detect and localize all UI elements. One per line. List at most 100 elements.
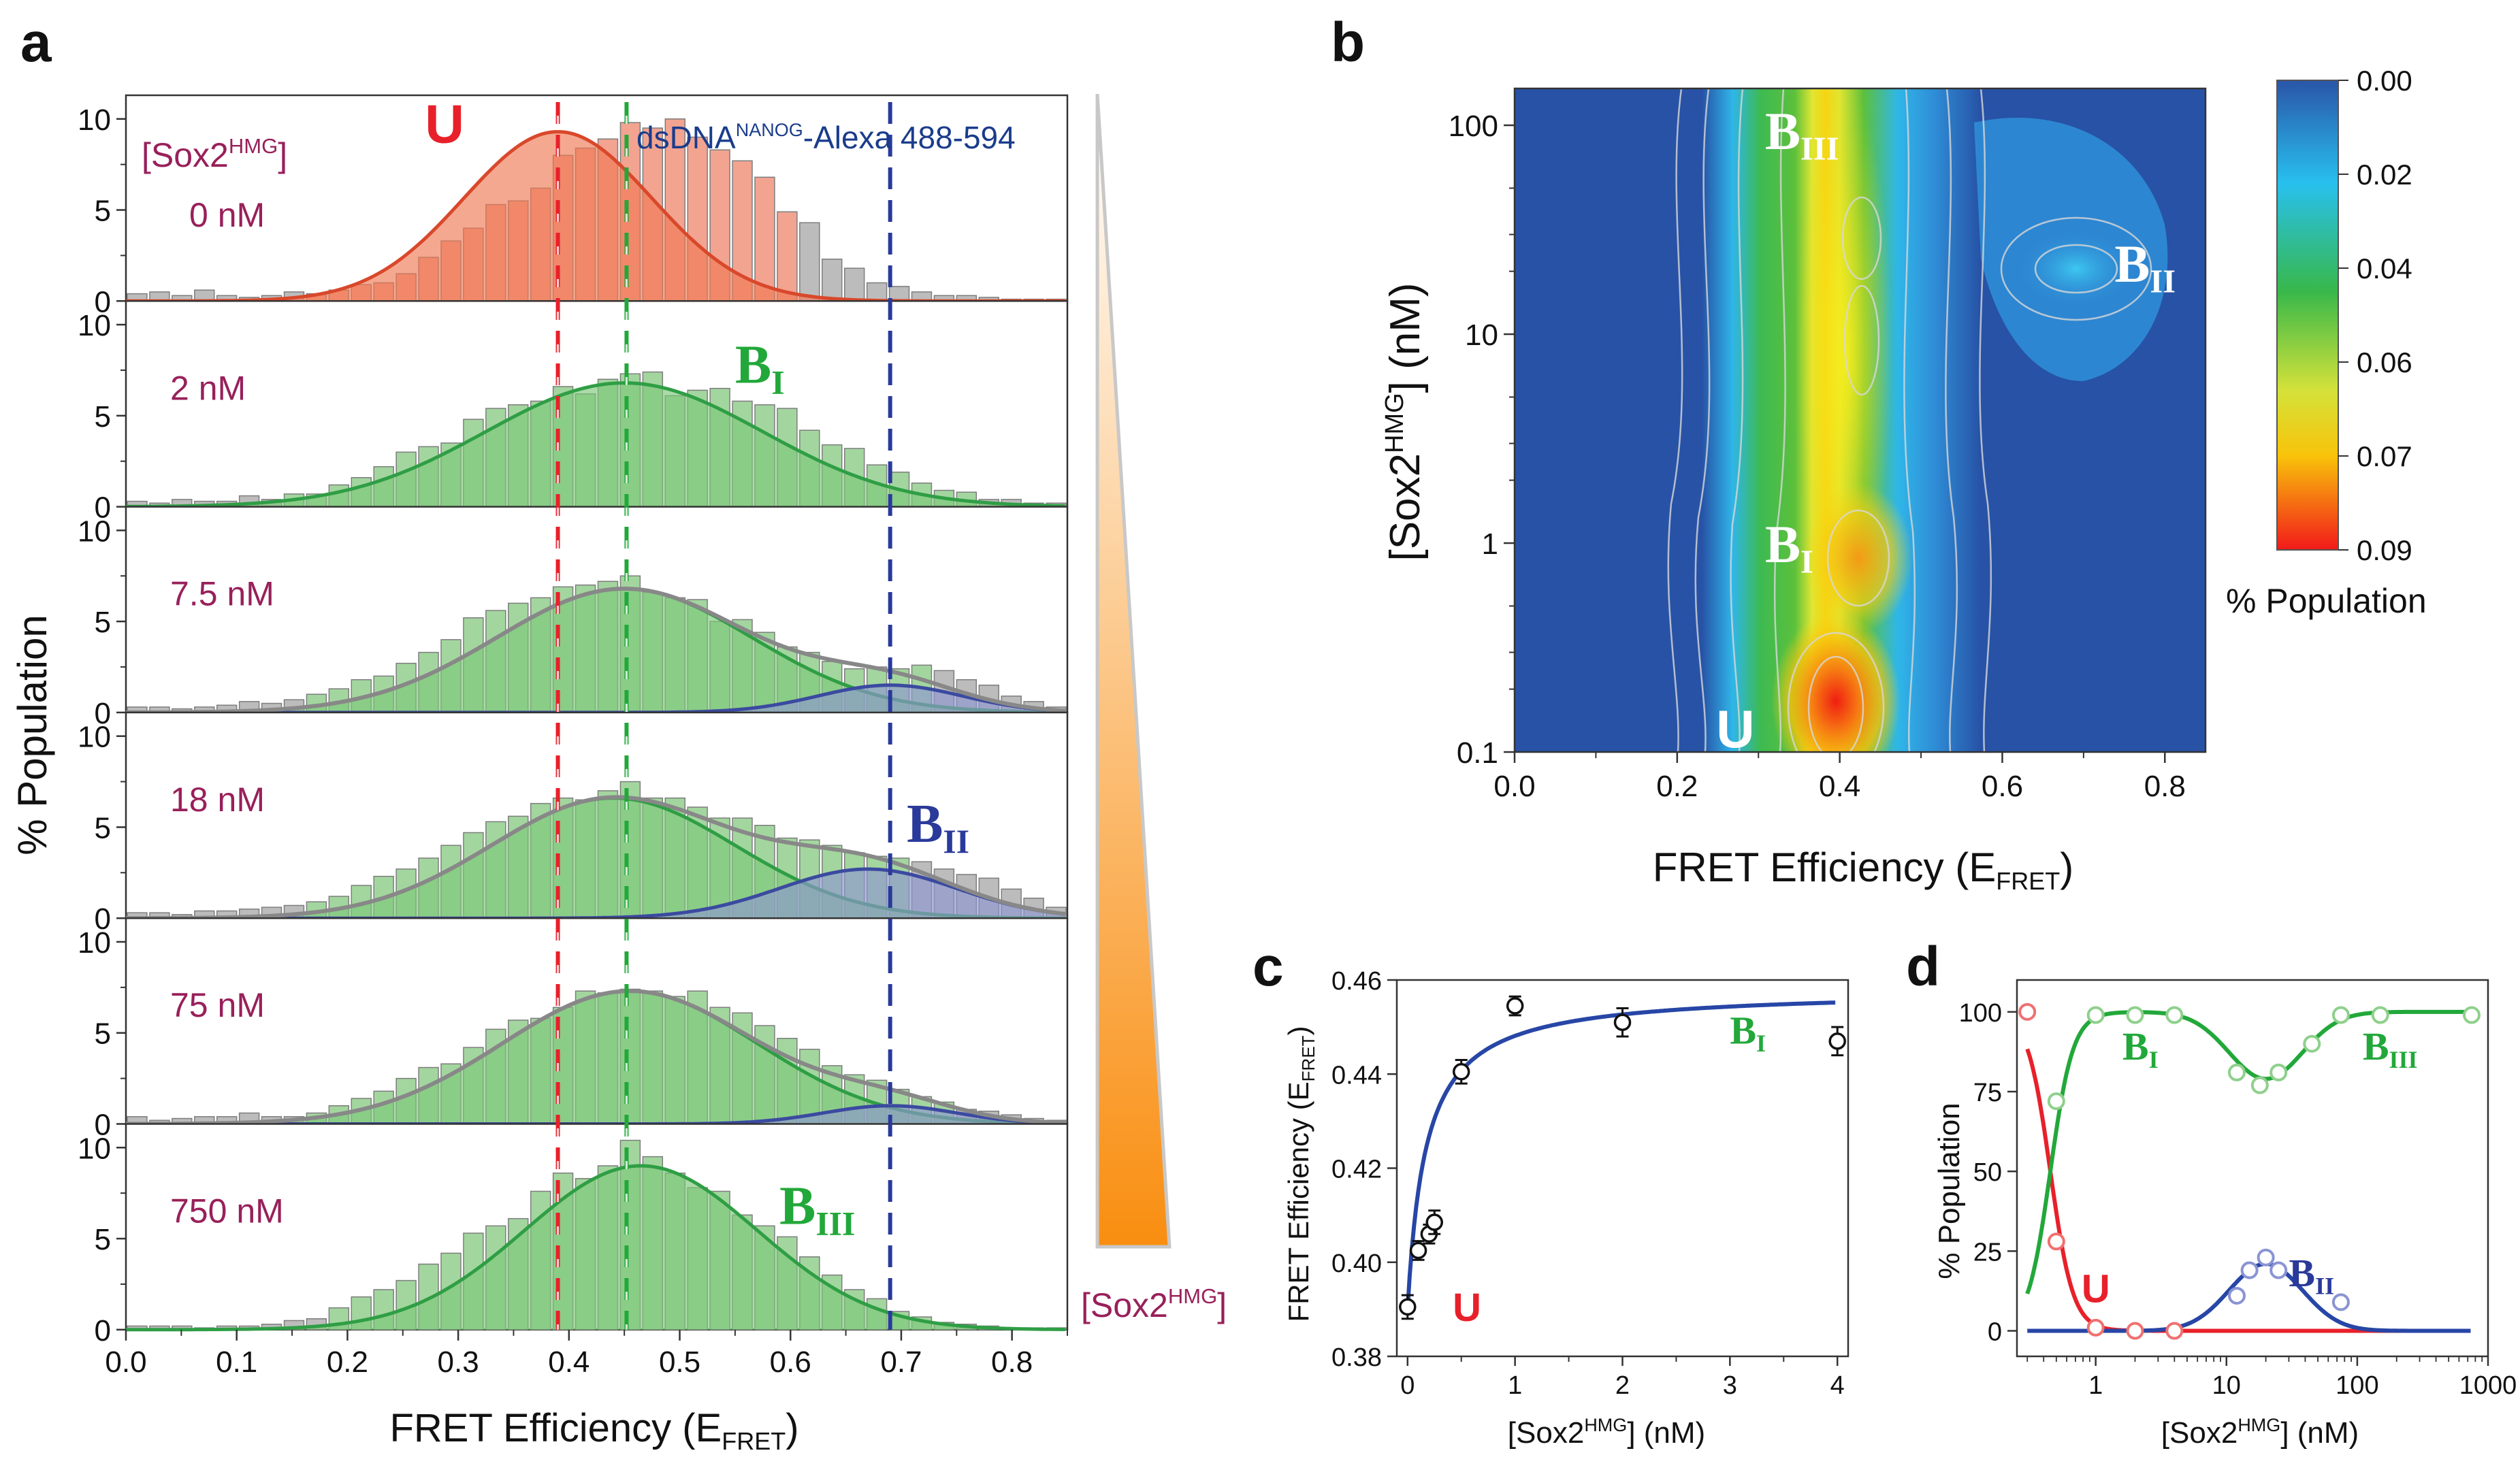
y-tick-label: 0.38 [1331, 1343, 1382, 1372]
panel-c-label-U: U [1453, 1286, 1481, 1330]
y-tick-label: 0 [95, 1109, 111, 1142]
concentration-label: 18 nM [170, 781, 265, 819]
colorbar-ticks: 0.00 0.02 0.04 0.06 0.07 0.09 [2338, 65, 2412, 566]
y-tick-label: 10 [78, 514, 111, 548]
panel-a-ylabel: % Population [10, 615, 55, 855]
x-tick-label: 0.8 [991, 1345, 1033, 1379]
histogram-bar [799, 222, 820, 302]
colorbar-tick-label: 0.06 [2357, 346, 2412, 378]
panel-letter-d: d [1906, 936, 1940, 998]
gaussian-fit-area [126, 1105, 1067, 1124]
y-tick-label: 0.1 [1457, 736, 1498, 770]
y-tick-label: 10 [78, 1132, 111, 1165]
plot-frame [1395, 979, 1849, 1358]
x-tick-label: 0.8 [2144, 770, 2186, 803]
heatmap-b1-peak [1804, 483, 1913, 633]
panel-c-ylabel: FRET Efficiency (EFRET) [1282, 1026, 1319, 1322]
data-point-B_I/B_III [2126, 1006, 2144, 1024]
x-tick-label: 0.0 [105, 1345, 146, 1379]
heatmap-state-label-BIII: BIII [1765, 101, 1839, 167]
y-tick-label: 10 [78, 926, 111, 960]
envelope-fit-line [126, 795, 1066, 921]
data-point-B_I/B_III [2250, 1076, 2269, 1094]
x-tick-label: 0.4 [548, 1345, 589, 1379]
colorbar-tick-label: 0.02 [2357, 159, 2412, 191]
data-point [1425, 1213, 1443, 1231]
x-tick-label: 0 [1400, 1371, 1415, 1400]
data-point-U [2018, 1002, 2037, 1021]
data-point-B_I/B_III [2303, 1034, 2321, 1053]
state-label-BII: BII [907, 794, 969, 860]
y-tick-label: 1 [1482, 527, 1498, 561]
concentration-gradient-wedge [1095, 93, 1172, 1249]
panel-d-ylabel: % Population [1933, 1102, 1966, 1279]
data-point-U [2047, 1232, 2065, 1251]
x-tick-label: 0.4 [1819, 770, 1860, 803]
x-tick-label: 0.6 [1982, 770, 2023, 803]
data-point-U [2086, 1318, 2105, 1337]
envelope-fit-line [126, 586, 1065, 715]
data-point-B_I/B_III [2047, 1092, 2065, 1111]
heatmap-contours [1667, 88, 2152, 752]
colorbar [2276, 80, 2339, 551]
concentration-label: 2 nM [170, 369, 246, 407]
data-point [1409, 1241, 1427, 1260]
heatmap-axes: 0.0 0.2 0.4 0.6 0.8 0.1 1 10 100 [1449, 110, 2186, 803]
y-tick-label: 0 [1988, 1318, 2002, 1347]
x-tick-label: 0.2 [1656, 770, 1698, 803]
x-tick-label: 0.5 [659, 1345, 700, 1379]
data-point-B_II [2269, 1261, 2288, 1279]
histogram-subpanel-3: 0 5 10 18 nM BII [78, 711, 1069, 936]
data-point [1613, 1013, 1632, 1031]
panel-c-xlabel: [Sox2HMG] (nM) [1508, 1415, 1705, 1450]
y-tick-label: 0.42 [1331, 1156, 1382, 1184]
state-label-BI: BI [735, 336, 785, 402]
gaussian-fit-line [126, 1164, 1065, 1332]
heatmap-xlabel: FRET Efficiency (EFRET) [1653, 845, 2074, 895]
panel-c-binding-curve: 0 1 2 3 4 0.38 0.40 0.42 0.44 0.46 U BI [1331, 967, 1849, 1400]
y-tick-label: 0 [95, 697, 111, 730]
colorbar-tick-label: 0.04 [2357, 252, 2412, 284]
data-point [1399, 1298, 1417, 1316]
x-tick-label: 1 [2088, 1371, 2103, 1400]
x-tick-label: 1 [1508, 1371, 1522, 1400]
data-point-B_I/B_III [2269, 1063, 2288, 1081]
colorbar-tick-label: 0.07 [2357, 440, 2412, 472]
y-tick-label: 10 [78, 103, 111, 137]
panel-b-heatmap: 0.0 0.2 0.4 0.6 0.8 0.1 1 10 100 BIII BII BI U [Sox… [1380, 65, 2427, 895]
histogram-subpanel-5: 0 5 10 750 nM BIII [78, 1123, 1069, 1348]
panel-letter-c: c [1253, 936, 1284, 998]
y-tick-label: 0 [95, 902, 111, 936]
data-point-B_II [2240, 1261, 2259, 1279]
panel-a-conc-header: [Sox2HMG] [142, 134, 287, 174]
gradient-concentration-label: [Sox2HMG] [1081, 1284, 1227, 1324]
heatmap-state-label-U: U [1716, 699, 1754, 759]
x-tick-label: 0.1 [216, 1345, 257, 1379]
panel-d-label-BI: BI [2122, 1024, 2159, 1073]
y-tick-label: 100 [1449, 110, 1498, 143]
y-tick-label: 5 [95, 400, 111, 434]
data-point-B_II [2331, 1293, 2350, 1311]
colorbar-tick-label: 0.09 [2357, 534, 2412, 566]
panel-d-label-BII: BII [2289, 1251, 2334, 1300]
y-tick-label: 25 [1973, 1238, 2002, 1267]
y-tick-label: 0 [95, 491, 111, 525]
y-tick-label: 5 [95, 195, 111, 228]
gaussian-fit-area [126, 798, 1067, 919]
panel-a-dna-label: dsDNANANOG-Alexa 488-594 [636, 120, 1016, 155]
gaussian-fit-area [126, 589, 1067, 713]
panel-d-population-curves: 1 10 100 1000 0 25 50 75 100 BI BIII U BII [1959, 979, 2517, 1400]
y-tick-label: 5 [95, 606, 111, 639]
panel-d-label-BIII: BIII [2363, 1024, 2418, 1073]
y-tick-label: 10 [78, 721, 111, 754]
concentration-label: 0 nM [189, 196, 265, 234]
data-point-B_I/B_III [2462, 1006, 2481, 1024]
concentration-label: 750 nM [170, 1192, 284, 1230]
x-tick-label: 0.2 [327, 1345, 368, 1379]
histogram-bar [866, 282, 888, 302]
y-tick-label: 10 [78, 309, 111, 342]
data-point-U [2165, 1322, 2184, 1340]
x-tick-label: 100 [2336, 1371, 2378, 1400]
histogram-bar [843, 267, 865, 302]
